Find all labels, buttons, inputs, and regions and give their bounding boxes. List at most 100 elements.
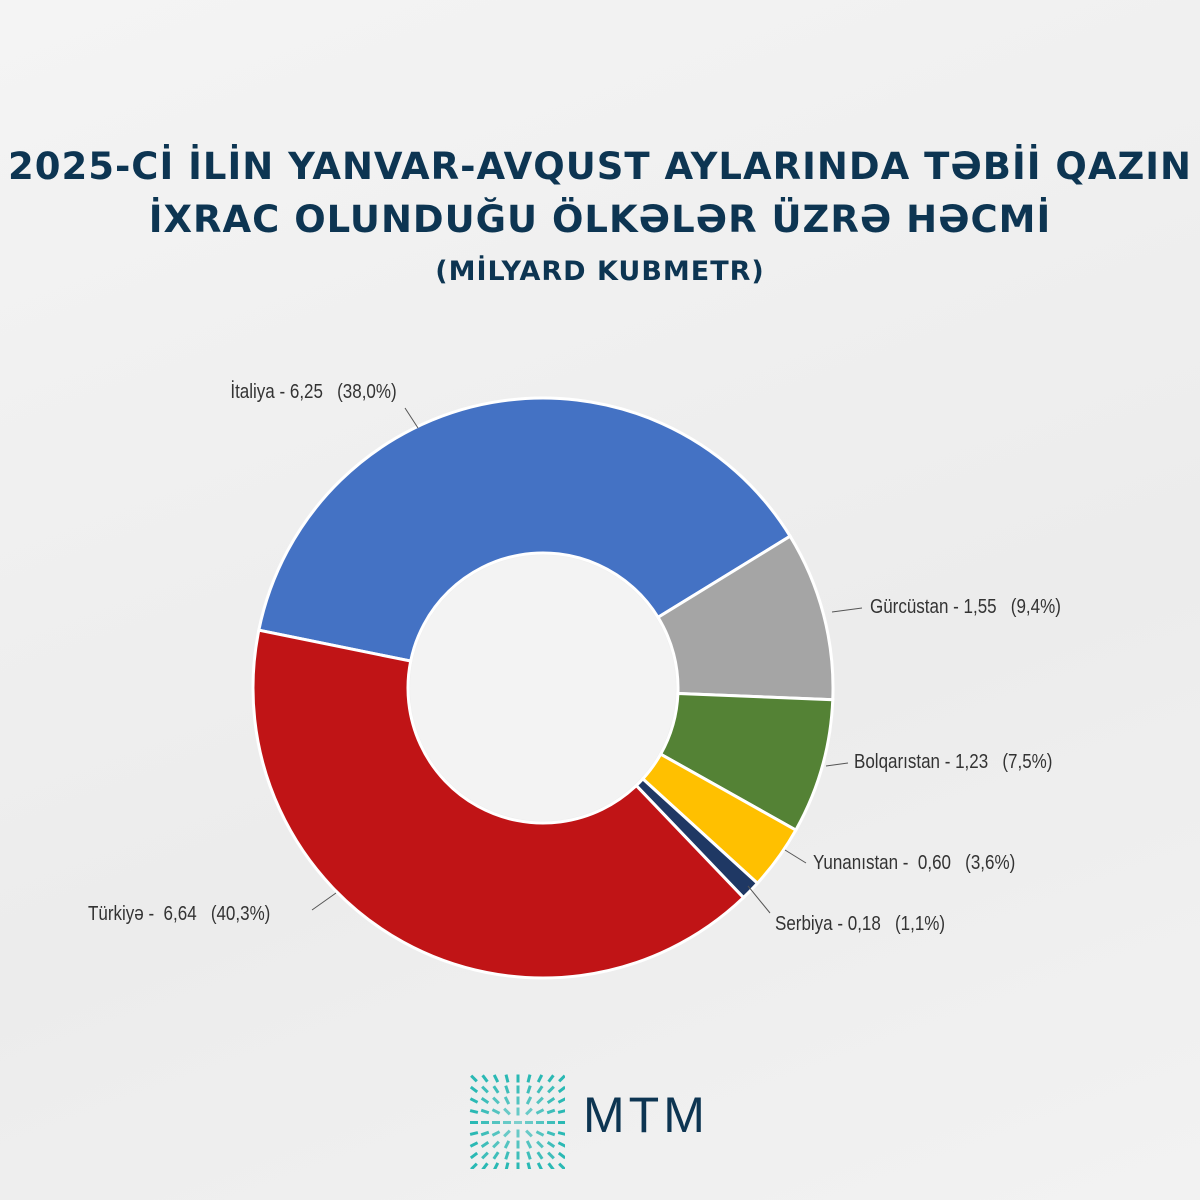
logo-dash [480,1130,490,1137]
logo-dash [481,1151,489,1160]
logo-dash [491,1130,501,1137]
logo-dash [547,1162,555,1169]
leader-line-bolqaristan [825,762,849,767]
logo-dash [547,1074,555,1083]
mtm-logo-icon [469,1074,565,1169]
logo-dash [480,1141,490,1148]
donut-slice-i̇taliya [257,396,793,663]
logo-dash [470,1074,478,1083]
logo-dash [469,1131,479,1136]
logo-dash [503,1096,511,1105]
logo-dash [546,1130,556,1137]
logo-dash [480,1097,490,1104]
logo-dash [469,1141,479,1148]
logo-dash [492,1140,500,1149]
logo-dash [491,1108,501,1115]
logo-dash [481,1074,489,1083]
logo-dash [535,1108,545,1115]
logo-dash [525,1129,533,1138]
logo-dash [504,1162,510,1169]
data-label-italiya: İtaliya - 6,25 (38,0%) [230,381,397,403]
data-label-turkiye: Türkiyə - 6,64 (40,3%) [88,903,271,925]
logo-dash [516,1151,520,1160]
logo-dash [516,1129,520,1138]
logo-dash [503,1121,511,1124]
logo-dash [547,1085,555,1094]
leader-line-yunanistan [784,849,807,864]
logo-dash [557,1085,565,1094]
leader-line-serbiya [747,885,771,914]
chart-subtitle: (MİLYARD KUBMETR) [435,256,765,287]
logo-dash [469,1097,479,1104]
logo-dash [503,1140,511,1149]
logo-dash [516,1074,520,1083]
logo-dash [492,1162,500,1169]
leader-line-turkiye [311,892,337,911]
logo-dash [469,1085,479,1094]
data-label-serbiya: Serbiya - 0,18 (1,1%) [775,913,946,935]
mtm-logo-text: MTM [583,1087,709,1143]
logo-dash [525,1096,533,1105]
logo-dash [492,1074,500,1083]
logo-dash [558,1121,565,1124]
logo-dash [504,1085,510,1094]
logo-dash [536,1085,544,1094]
logo-dash [469,1109,479,1114]
leader-line-gurcustan [831,607,863,613]
chart-title-line2: İXRAC OLUNDUĞU ÖLKƏLƏR ÜZRƏ HƏCMİ [148,198,1052,241]
logo-dash [516,1096,520,1105]
logo-dash [547,1151,555,1160]
chart-title-line1: 2025-Cİ İLİN YANVAR-AVQUST AYLARINDA TƏB… [7,145,1193,188]
logo-dash [536,1140,544,1149]
logo-dash [514,1121,522,1124]
logo-dash [470,1162,478,1169]
data-label-yunanistan: Yunanıstan - 0,60 (3,6%) [813,852,1016,874]
logo-dash [536,1151,544,1160]
donut-hole [410,555,676,821]
logo-dash [558,1162,565,1169]
logo-dash [536,1074,544,1083]
leader-line-italiya [404,407,419,429]
logo-dash [526,1085,532,1094]
data-label-gurcustan: Gürcüstan - 1,55 (9,4%) [870,596,1061,618]
leader-lines [311,407,863,914]
logo-dash [481,1085,489,1094]
logo-dash [547,1121,555,1124]
logo-dash [546,1141,556,1148]
logo-dash [557,1097,565,1104]
logo-dash [536,1162,544,1169]
logo-dash [546,1097,556,1104]
logo-dash [535,1130,545,1137]
logo-dash [525,1107,533,1116]
logo-dash [503,1129,511,1138]
logo-dash [526,1151,532,1160]
logo-dash [516,1085,520,1094]
logo-dash [526,1074,532,1083]
data-label-bolqaristan: Bolqarıstan - 1,23 (7,5%) [854,751,1053,773]
logo-dash [536,1096,544,1105]
logo-dash [492,1121,500,1124]
logo-dash [481,1121,489,1124]
logo-dash [526,1162,532,1169]
logo-dash [546,1108,556,1115]
logo-dash [492,1096,500,1105]
logo-dash [516,1140,520,1149]
logo-dash [516,1162,520,1169]
logo-dash [557,1109,565,1114]
logo-dash [516,1107,520,1116]
logo-dash [525,1121,533,1124]
logo-dash [558,1074,565,1083]
logo-dash [557,1141,565,1148]
logo-dash [470,1121,478,1124]
logo-dash [481,1162,489,1169]
logo-dash [492,1085,500,1094]
logo-dash [480,1108,490,1115]
logo-dash [504,1074,510,1083]
logo-dash [525,1140,533,1149]
logo-dash [504,1151,510,1160]
logo-dash [469,1151,479,1160]
logo-dash [557,1151,565,1160]
logo-dash [492,1151,500,1160]
logo-dash [557,1131,565,1136]
logo-dash [503,1107,511,1116]
